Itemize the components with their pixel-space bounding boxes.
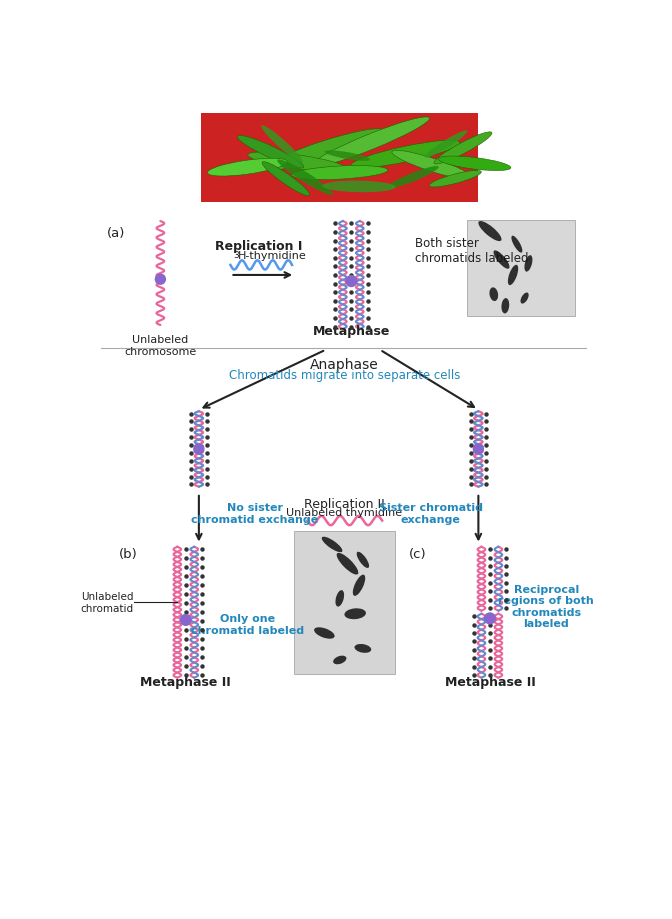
Text: Unlabeled thymidine: Unlabeled thymidine xyxy=(286,507,403,517)
Ellipse shape xyxy=(292,166,388,180)
FancyBboxPatch shape xyxy=(201,114,478,202)
Ellipse shape xyxy=(434,132,492,165)
Ellipse shape xyxy=(524,255,532,272)
Text: Anaphase: Anaphase xyxy=(310,358,379,372)
Circle shape xyxy=(473,445,483,455)
Text: Metaphase II: Metaphase II xyxy=(445,675,536,688)
Ellipse shape xyxy=(478,221,501,242)
Text: Replication II: Replication II xyxy=(304,497,385,510)
Ellipse shape xyxy=(355,644,371,653)
Ellipse shape xyxy=(337,553,358,575)
Text: Both sister
chromatids labeled: Both sister chromatids labeled xyxy=(415,237,529,265)
Ellipse shape xyxy=(493,251,509,269)
Circle shape xyxy=(485,613,495,624)
Text: (a): (a) xyxy=(108,227,126,240)
Ellipse shape xyxy=(335,591,344,607)
Circle shape xyxy=(180,615,191,626)
Text: Only one
chromatid labeled: Only one chromatid labeled xyxy=(191,613,304,635)
Ellipse shape xyxy=(208,159,288,176)
Ellipse shape xyxy=(392,152,472,180)
Ellipse shape xyxy=(333,656,347,664)
FancyBboxPatch shape xyxy=(294,532,395,674)
Text: Metaphase: Metaphase xyxy=(312,325,390,338)
Circle shape xyxy=(194,445,204,455)
Circle shape xyxy=(155,275,165,285)
Ellipse shape xyxy=(278,160,333,196)
Ellipse shape xyxy=(262,163,310,197)
Text: Unlabeled
chromosome: Unlabeled chromosome xyxy=(124,335,196,357)
Ellipse shape xyxy=(325,151,370,162)
Text: Replication I: Replication I xyxy=(215,240,302,253)
Text: Metaphase II: Metaphase II xyxy=(140,675,231,688)
Ellipse shape xyxy=(508,266,518,286)
Ellipse shape xyxy=(261,126,303,164)
Ellipse shape xyxy=(351,142,460,169)
Ellipse shape xyxy=(387,167,439,189)
Ellipse shape xyxy=(353,575,366,596)
Ellipse shape xyxy=(248,153,347,173)
Ellipse shape xyxy=(322,537,343,552)
Ellipse shape xyxy=(345,608,366,619)
Text: Sister chromatid
exchange: Sister chromatid exchange xyxy=(378,503,482,524)
Text: (b): (b) xyxy=(119,547,138,561)
Ellipse shape xyxy=(425,131,467,159)
Ellipse shape xyxy=(323,181,396,193)
Ellipse shape xyxy=(237,136,304,169)
Ellipse shape xyxy=(265,130,383,171)
Ellipse shape xyxy=(489,288,498,301)
Text: No sister
chromatid exchange: No sister chromatid exchange xyxy=(192,503,319,524)
Text: H-thymidine: H-thymidine xyxy=(238,251,307,261)
Text: Chromatids migrate into separate cells: Chromatids migrate into separate cells xyxy=(228,369,460,381)
Text: (c): (c) xyxy=(409,547,427,561)
Text: Unlabeled
chromatid: Unlabeled chromatid xyxy=(80,592,134,613)
Ellipse shape xyxy=(357,552,369,568)
Ellipse shape xyxy=(312,118,429,167)
Ellipse shape xyxy=(429,171,481,187)
Ellipse shape xyxy=(501,299,509,314)
FancyBboxPatch shape xyxy=(467,221,575,316)
Ellipse shape xyxy=(511,236,522,254)
Ellipse shape xyxy=(438,157,511,171)
Circle shape xyxy=(346,277,357,287)
Text: 3: 3 xyxy=(234,250,239,259)
Ellipse shape xyxy=(521,293,529,304)
Text: Reciprocal
regions of both
chromatids
labeled: Reciprocal regions of both chromatids la… xyxy=(498,584,594,629)
Ellipse shape xyxy=(314,628,335,639)
